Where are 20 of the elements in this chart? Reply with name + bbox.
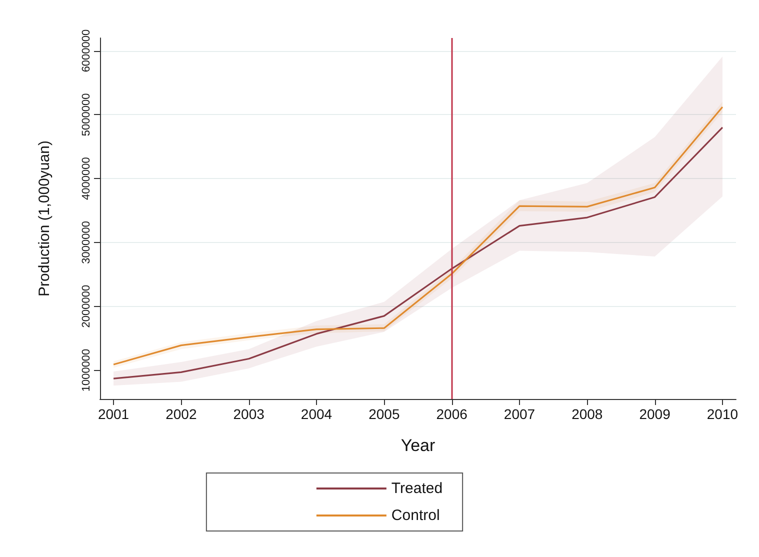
x-tick-label: 2008 [572,406,603,422]
x-tick-label: 2002 [166,406,197,422]
legend-label: Control [391,507,440,524]
y-tick-label: 1000000 [80,348,92,392]
x-tick-label: 2004 [300,406,332,422]
x-axis-title: Year [400,436,436,455]
y-tick-label: 4000000 [80,157,92,200]
y-axis-title: Production (1,000yuan) [36,140,53,296]
y-tick-label: 2000000 [80,284,92,328]
x-tick-label: 2006 [436,406,468,422]
y-tick-label: 3000000 [80,221,92,264]
x-tick-label: 2003 [233,406,265,422]
y-tick-label: 6000000 [80,29,92,72]
x-tick-label: 2007 [504,406,536,422]
x-tick-label: 2010 [706,406,738,422]
x-tick-label: 2009 [639,406,671,422]
legend-label: Treated [391,480,443,497]
x-tick-label: 2001 [98,406,130,422]
x-tick-label: 2005 [368,406,400,422]
y-tick-label: 5000000 [80,93,92,136]
